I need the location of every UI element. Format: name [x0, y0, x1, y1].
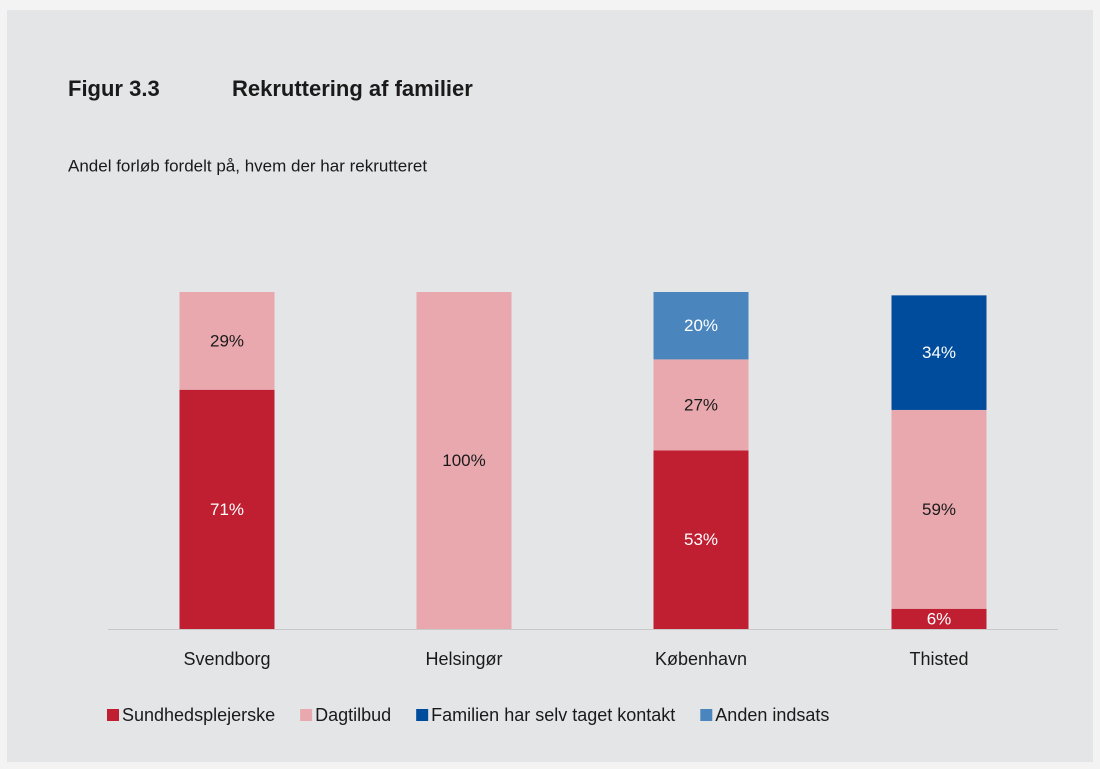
legend-swatch: [700, 709, 713, 721]
bar-segment: [653, 450, 749, 629]
bar-segment: [179, 389, 275, 629]
value-label: 20%: [684, 316, 718, 335]
legend-label: Dagtilbud: [315, 705, 391, 725]
x-tick-label: Thisted: [909, 649, 968, 669]
bar-segment: [416, 292, 512, 629]
x-tick-label: København: [655, 649, 747, 669]
value-label: 34%: [922, 343, 956, 362]
legend-label: Familien har selv taget kontakt: [431, 705, 675, 725]
value-label: 29%: [210, 331, 244, 350]
bar-segment: [891, 608, 987, 629]
legend-label: Anden indsats: [715, 705, 829, 725]
value-label: 59%: [922, 500, 956, 519]
value-label: 27%: [684, 395, 718, 414]
bar-segment: [891, 295, 987, 410]
legend-label: Sundhedsplejerske: [122, 705, 275, 725]
value-label: 100%: [442, 451, 485, 470]
legend-swatch: [416, 709, 429, 721]
x-tick-label: Helsingør: [425, 649, 502, 669]
chart-title: Rekruttering af familier: [232, 76, 473, 101]
bar-segment: [653, 359, 749, 451]
value-label: 6%: [927, 609, 952, 628]
legend-swatch: [300, 709, 313, 721]
bar-segment: [891, 409, 987, 609]
value-label: 71%: [210, 500, 244, 519]
bar-segment: [179, 292, 275, 390]
bar-segment: [653, 292, 749, 360]
legend-swatch: [107, 709, 119, 721]
chart-subtitle: Andel forløb fordelt på, hvem der har re…: [68, 156, 427, 175]
figure-label: Figur 3.3: [68, 76, 160, 101]
x-tick-label: Svendborg: [183, 649, 270, 669]
value-label: 53%: [684, 530, 718, 549]
